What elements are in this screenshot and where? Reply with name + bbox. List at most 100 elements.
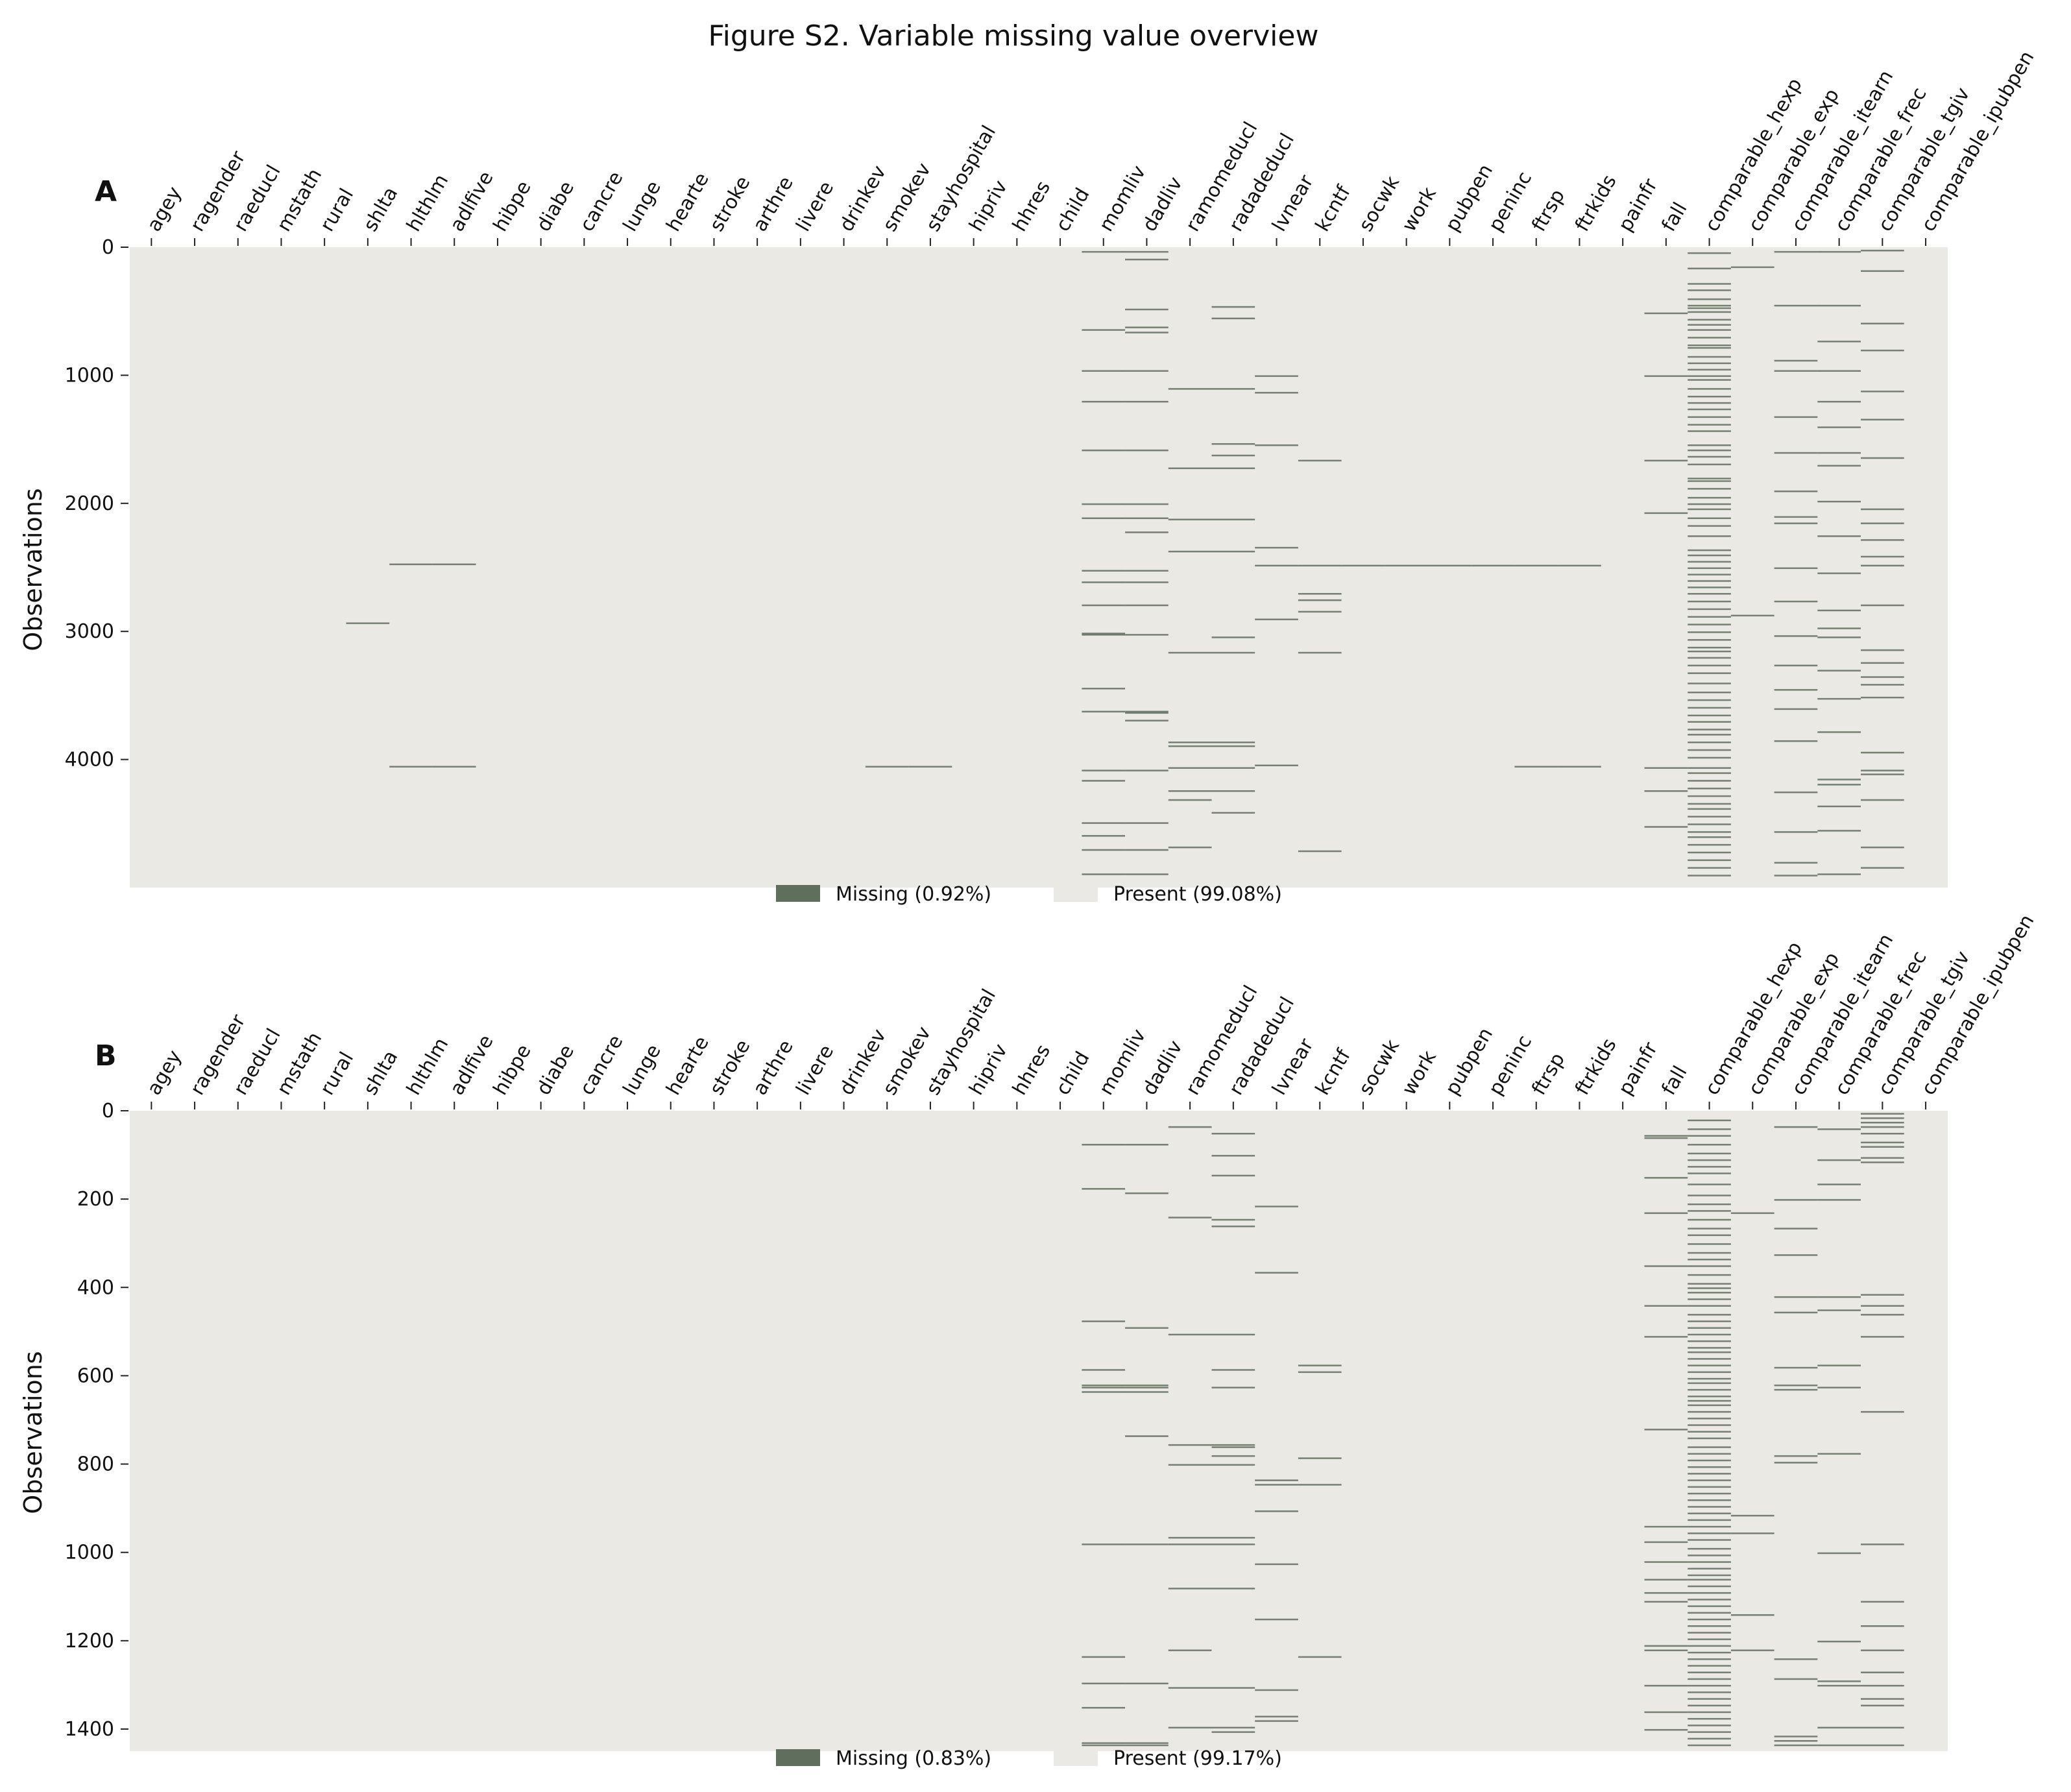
missing-mark (1298, 592, 1342, 595)
missing-mark (1774, 1126, 1818, 1128)
column-label: painfr (1614, 175, 1662, 236)
missing-mark (1861, 1122, 1904, 1124)
missing-mark (1082, 1742, 1126, 1744)
missing-mark (1688, 1645, 1731, 1647)
y-axis-label-b: Observations (19, 1351, 47, 1514)
missing-mark (1688, 329, 1731, 331)
missing-mark (1385, 564, 1428, 567)
missing-mark (1688, 1358, 1731, 1360)
missing-mark (1082, 1386, 1126, 1388)
missing-mark (1688, 1599, 1731, 1601)
missing-mark (1861, 564, 1904, 567)
missing-mark (1817, 873, 1861, 875)
missing-mark (1082, 570, 1126, 572)
missing-mark (1688, 304, 1731, 307)
y-tick-label: 200 (77, 1188, 114, 1211)
missing-mark (1774, 831, 1818, 833)
missing-mark (1211, 1133, 1255, 1135)
missing-mark (1688, 1274, 1731, 1276)
missing-mark (1688, 624, 1731, 625)
missing-mark (1688, 375, 1731, 377)
missing-mark (1125, 503, 1169, 505)
missing-mark (1688, 780, 1731, 782)
missing-mark (1688, 1152, 1731, 1155)
missing-mark (1082, 1188, 1126, 1190)
missing-mark (1774, 1228, 1818, 1229)
missing-mark (1644, 1579, 1688, 1581)
missing-mark (1861, 270, 1904, 272)
missing-mark (1688, 307, 1731, 309)
missing-mark (1688, 346, 1731, 349)
column-label: stroke (705, 173, 755, 236)
legend-swatch-missing-a (776, 885, 820, 902)
missing-mark (1861, 1601, 1904, 1603)
missing-mark (1688, 424, 1731, 426)
missing-mark (1688, 767, 1731, 769)
missing-mark (1861, 1684, 1904, 1687)
missing-mark (1774, 452, 1818, 454)
missing-mark (1688, 1259, 1731, 1261)
missing-mark (1688, 1479, 1731, 1481)
column-label: ftrsp (1527, 1049, 1569, 1099)
legend-swatch-present-b (1054, 1749, 1098, 1766)
missing-mark (1688, 1333, 1731, 1336)
missing-mark (1168, 1464, 1212, 1466)
missing-mark (1688, 1506, 1731, 1508)
missing-mark (1774, 1366, 1818, 1369)
missing-mark (1688, 1388, 1731, 1391)
missing-mark (1688, 1218, 1731, 1221)
missing-mark (1688, 1159, 1731, 1161)
missing-mark (1688, 1128, 1731, 1130)
missing-mark (908, 766, 952, 768)
missing-mark (1168, 741, 1212, 744)
column-label: agey (143, 183, 186, 236)
missing-mark (1817, 465, 1861, 467)
missing-mark (1688, 508, 1731, 511)
missing-mark (1298, 611, 1342, 613)
missing-mark (1125, 370, 1169, 372)
missing-mark (1211, 1218, 1255, 1221)
missing-mark (1168, 767, 1212, 769)
missing-mark (1817, 1552, 1861, 1555)
missing-mark (1861, 249, 1904, 252)
missing-mark (1255, 1272, 1298, 1274)
column-label: stroke (705, 1036, 755, 1099)
missing-mark (1298, 1364, 1342, 1366)
missing-mark (1211, 467, 1255, 470)
missing-mark (1125, 400, 1169, 403)
missing-mark (1817, 341, 1861, 343)
column-label: hearte (662, 169, 714, 236)
missing-mark (1644, 1177, 1688, 1179)
missing-mark (1817, 1640, 1861, 1643)
heatmap-background-b (130, 1111, 1948, 1751)
missing-mark (1774, 359, 1818, 362)
missing-mark (1125, 712, 1169, 714)
missing-mark (1688, 772, 1731, 774)
missing-mark (389, 563, 433, 566)
missing-mark (1082, 633, 1126, 635)
missing-mark (1125, 1742, 1169, 1744)
missing-mark (1558, 564, 1601, 567)
y-tick-label: 1000 (65, 364, 114, 387)
missing-mark (1298, 599, 1342, 601)
missing-mark (1688, 749, 1731, 751)
y-tick-label: 600 (77, 1364, 114, 1387)
missing-mark (1688, 816, 1731, 817)
missing-mark (1688, 554, 1731, 557)
missing-mark (1688, 831, 1731, 833)
missing-mark (1688, 683, 1731, 684)
missing-mark (1688, 1377, 1731, 1380)
missing-mark (1688, 388, 1731, 390)
missing-mark (1082, 400, 1126, 403)
missing-mark (1298, 1371, 1342, 1374)
missing-mark (1688, 1135, 1731, 1137)
missing-mark (1688, 496, 1731, 499)
missing-mark (1211, 1464, 1255, 1466)
missing-mark (1774, 875, 1818, 877)
missing-mark (1125, 1327, 1169, 1329)
column-label: rural (316, 185, 359, 236)
missing-mark (1082, 634, 1126, 636)
missing-mark (1730, 1514, 1774, 1517)
column-label: ftrkids (1571, 171, 1621, 236)
missing-mark (1774, 250, 1818, 253)
